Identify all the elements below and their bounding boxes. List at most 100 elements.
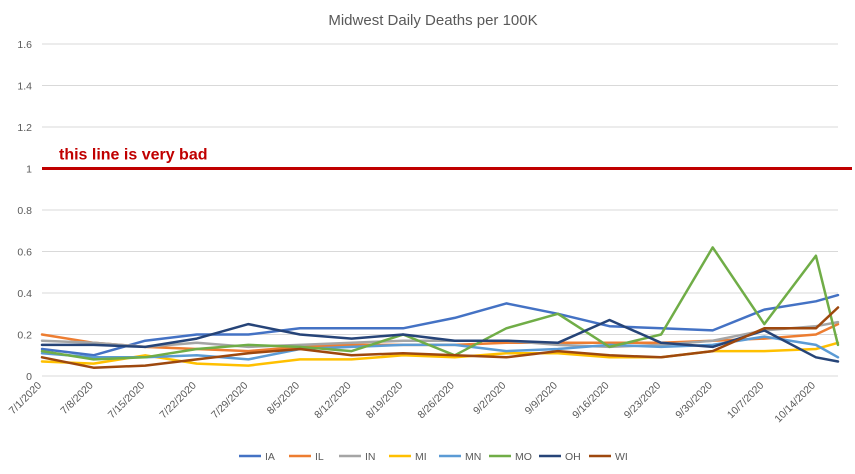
data-point-oh bbox=[299, 333, 301, 336]
data-point-oh bbox=[711, 346, 714, 348]
data-point-mn bbox=[247, 358, 250, 361]
data-point-il bbox=[505, 342, 508, 344]
data-point-oh bbox=[837, 360, 839, 363]
data-point-wi bbox=[402, 352, 404, 354]
data-point-mo bbox=[247, 344, 250, 346]
y-tick-label: 0.6 bbox=[17, 247, 32, 259]
y-tick-label: 0.8 bbox=[17, 205, 32, 217]
legend-label-il: IL bbox=[315, 451, 324, 463]
data-point-in bbox=[660, 344, 662, 346]
reference-line-label: this line is very bad bbox=[59, 147, 208, 164]
data-point-wi bbox=[41, 356, 43, 359]
y-tick-label: 0.4 bbox=[17, 288, 32, 300]
data-point-oh bbox=[350, 337, 353, 340]
legend-label-mo: MO bbox=[515, 451, 532, 463]
data-point-il bbox=[608, 342, 611, 344]
data-point-oh bbox=[41, 344, 43, 346]
data-point-mi bbox=[195, 362, 198, 365]
data-point-mn bbox=[660, 346, 662, 348]
data-point-wi bbox=[92, 366, 95, 369]
data-point-il bbox=[350, 344, 353, 346]
legend-label-oh: OH bbox=[565, 451, 581, 463]
data-point-in bbox=[402, 339, 404, 342]
data-point-wi bbox=[815, 327, 817, 330]
data-point-wi bbox=[453, 354, 456, 357]
data-point-mo bbox=[144, 356, 146, 359]
y-tick-label: 0 bbox=[26, 371, 32, 383]
data-point-in bbox=[299, 344, 301, 346]
data-point-wi bbox=[837, 306, 839, 309]
data-point-wi bbox=[763, 327, 766, 330]
data-point-mn bbox=[763, 335, 766, 338]
data-point-mi bbox=[299, 358, 301, 361]
data-point-mn bbox=[453, 344, 456, 346]
y-tick-label: 1 bbox=[26, 164, 32, 176]
x-tick-label: 10/7/2020 bbox=[725, 380, 767, 422]
data-point-in bbox=[92, 342, 95, 344]
data-point-wi bbox=[660, 356, 662, 359]
data-point-ia bbox=[763, 308, 766, 311]
data-point-mi bbox=[144, 354, 146, 357]
legend-label-ia: IA bbox=[265, 451, 275, 463]
x-axis-ticks: 7/1/2020 7/8/2020 7/15/2020 7/22/2020 7/29/2… bbox=[7, 380, 818, 426]
x-tick-label: 7/15/2020 bbox=[106, 380, 148, 422]
data-point-in bbox=[41, 339, 43, 342]
data-point-mo bbox=[608, 346, 611, 348]
data-point-il bbox=[247, 350, 250, 352]
data-point-oh bbox=[453, 339, 456, 342]
y-axis-ticks: 0 0.2 0.4 0.6 0.8 1 1.2 1.4 1.6 bbox=[17, 39, 32, 383]
data-point-mi bbox=[247, 364, 250, 367]
data-point-il bbox=[837, 323, 839, 325]
data-point-ia bbox=[608, 325, 611, 328]
data-point-mi bbox=[763, 350, 766, 352]
x-tick-label: 8/5/2020 bbox=[265, 380, 302, 417]
data-point-ia bbox=[660, 327, 662, 330]
x-tick-label: 10/14/2020 bbox=[772, 380, 818, 426]
data-point-il bbox=[41, 333, 43, 336]
data-point-ia bbox=[41, 348, 43, 350]
chart-title: Midwest Daily Deaths per 100K bbox=[328, 12, 537, 29]
data-point-ia bbox=[453, 317, 456, 319]
data-point-wi bbox=[299, 348, 301, 350]
data-point-mi bbox=[350, 358, 353, 361]
legend-label-in: IN bbox=[365, 451, 376, 463]
data-point-ia bbox=[350, 327, 353, 330]
x-tick-label: 9/23/2020 bbox=[622, 380, 664, 422]
data-point-mo bbox=[41, 350, 43, 352]
data-point-mi bbox=[402, 354, 404, 357]
data-point-wi bbox=[350, 354, 353, 357]
data-point-mn bbox=[92, 356, 95, 359]
data-point-mn bbox=[815, 344, 817, 346]
data-point-mn bbox=[557, 348, 559, 350]
data-point-mo bbox=[763, 323, 766, 325]
data-point-mn bbox=[41, 352, 43, 354]
data-point-ia bbox=[144, 339, 146, 342]
x-tick-label: 8/12/2020 bbox=[312, 380, 354, 422]
data-point-ia bbox=[815, 300, 817, 303]
x-tick-label: 8/26/2020 bbox=[415, 380, 457, 422]
data-point-mo bbox=[350, 350, 353, 352]
data-point-mi bbox=[815, 348, 817, 350]
data-point-mn bbox=[505, 350, 508, 352]
data-point-oh bbox=[557, 342, 559, 344]
data-point-ia bbox=[195, 333, 198, 336]
data-point-oh bbox=[763, 329, 766, 332]
y-tick-label: 1.6 bbox=[17, 39, 32, 51]
y-tick-label: 0.2 bbox=[17, 330, 32, 342]
data-point-mn bbox=[402, 344, 404, 346]
data-point-wi bbox=[195, 358, 198, 361]
x-tick-label: 9/16/2020 bbox=[570, 380, 612, 422]
data-point-mi bbox=[92, 362, 95, 365]
data-point-mo bbox=[92, 358, 95, 361]
data-point-wi bbox=[557, 350, 559, 352]
data-point-oh bbox=[92, 344, 95, 346]
data-point-oh bbox=[402, 333, 404, 336]
legend-label-mn: MN bbox=[465, 451, 481, 463]
data-point-mo bbox=[711, 246, 714, 249]
data-point-oh bbox=[247, 323, 250, 325]
data-point-mi bbox=[505, 352, 508, 354]
data-point-wi bbox=[711, 350, 714, 352]
data-point-mn bbox=[837, 356, 839, 359]
series-line-mo bbox=[40, 246, 840, 361]
